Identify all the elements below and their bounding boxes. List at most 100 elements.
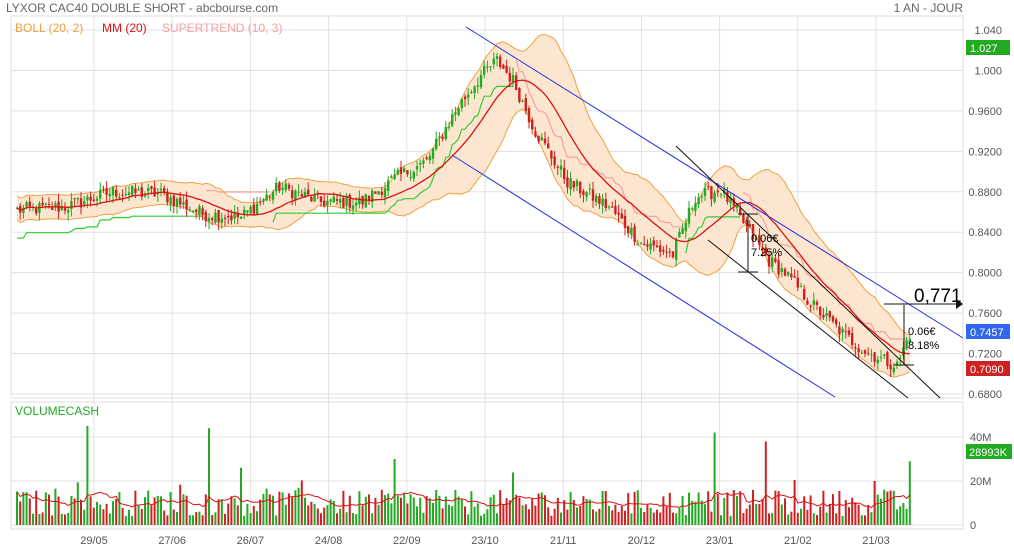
candle-body	[860, 352, 863, 354]
candle-body	[463, 96, 467, 100]
volume-bar	[473, 506, 476, 525]
volume-bar	[406, 503, 409, 525]
candle-body	[246, 210, 249, 213]
volume-bar	[41, 512, 44, 525]
volume-bar	[851, 497, 854, 525]
volume-bar	[531, 498, 534, 525]
volume-bar	[844, 500, 847, 525]
short-channel-lower	[707, 239, 909, 399]
candle-body	[444, 127, 447, 140]
chart-title: LYXOR CAC40 DOUBLE SHORT - abcbourse.com	[6, 1, 278, 15]
candle-body	[403, 168, 406, 173]
candle-body	[399, 167, 403, 174]
volume-bar	[35, 490, 38, 525]
volume-bar	[240, 467, 242, 525]
candle-body	[742, 214, 745, 223]
volume-bar	[470, 491, 473, 525]
volume-bar	[902, 502, 905, 525]
volume-bar	[326, 505, 329, 525]
volume-bar	[553, 508, 556, 525]
candle-body	[540, 137, 543, 141]
moving-average-path	[16, 79, 910, 355]
volume-tick-label: 40M	[970, 432, 991, 444]
volume-bar	[704, 504, 706, 525]
volume-bar	[67, 513, 70, 525]
volume-bar	[684, 515, 687, 525]
volume-bar	[377, 504, 380, 525]
volume-bar	[803, 496, 806, 525]
volume-bar	[438, 495, 441, 525]
volume-bar	[889, 490, 892, 525]
candle-body	[723, 188, 726, 194]
candle-body	[185, 199, 188, 210]
candle-body	[323, 200, 326, 207]
volume-bar	[51, 515, 54, 525]
candle-body	[646, 244, 649, 247]
candle-body	[838, 326, 841, 335]
mid-price-badge: 0.7457	[966, 324, 1010, 339]
candle-body	[230, 215, 233, 221]
candle-body	[467, 94, 470, 98]
price-tick-label: 0.8800	[968, 187, 1002, 199]
candle-body	[172, 195, 175, 206]
volume-bar	[854, 502, 857, 525]
candle-body	[655, 245, 659, 248]
volume-bar	[835, 513, 838, 525]
volume-bar	[361, 505, 364, 525]
candle-body	[649, 243, 652, 250]
candle-body	[435, 138, 438, 149]
candle-body	[441, 136, 444, 139]
candle-body	[223, 217, 227, 219]
volume-bar	[691, 500, 694, 525]
candle-body	[739, 208, 742, 214]
volume-bar	[364, 496, 367, 525]
channel-lower-line	[451, 154, 836, 398]
volume-bar	[524, 504, 527, 525]
volume-bar	[99, 504, 102, 525]
candle-body	[825, 313, 828, 316]
candle-body	[447, 126, 451, 128]
candle-body	[675, 240, 678, 260]
candle-body	[835, 319, 838, 325]
candle-body	[764, 247, 767, 255]
volume-bar	[156, 495, 159, 525]
price-axis: 1.040 1.000 0.9600 0.9200 0.8800 0.8400 0.8000…	[968, 25, 1002, 401]
volume-bar	[291, 497, 294, 525]
candle-body	[428, 156, 431, 161]
candle-body	[623, 215, 627, 228]
volume-bar	[259, 499, 262, 525]
volume-bar	[540, 492, 543, 525]
volume-bar	[204, 494, 207, 525]
volume-bar	[579, 505, 582, 525]
candle-body	[787, 271, 790, 276]
volume-bar	[828, 503, 831, 525]
candle-body	[572, 181, 575, 188]
volume-bar	[518, 497, 521, 525]
volume-bar	[92, 507, 95, 525]
volume-bar	[761, 498, 764, 525]
volume-bar	[262, 493, 265, 525]
candle-body	[793, 276, 796, 278]
candle-body	[531, 119, 534, 130]
candle-body	[703, 187, 707, 197]
candle-body	[588, 188, 591, 190]
candle-body	[627, 226, 630, 234]
volume-bar	[176, 511, 178, 525]
candle-body	[355, 202, 358, 206]
volume-bar	[716, 493, 719, 525]
candle-body	[115, 189, 118, 197]
candle-body	[51, 207, 54, 211]
volume-bar	[832, 494, 834, 525]
volume-bar	[217, 499, 220, 525]
candle-body	[755, 237, 758, 240]
candle-body	[278, 182, 281, 191]
price-tick-label: 0.8400	[968, 227, 1002, 239]
candle-body	[63, 207, 67, 211]
volume-bar	[864, 515, 866, 525]
volume-bar	[435, 490, 438, 525]
candle-body	[22, 207, 25, 213]
volume-bar	[688, 492, 690, 525]
volume-bar	[544, 495, 546, 525]
volume-bar	[764, 441, 767, 525]
